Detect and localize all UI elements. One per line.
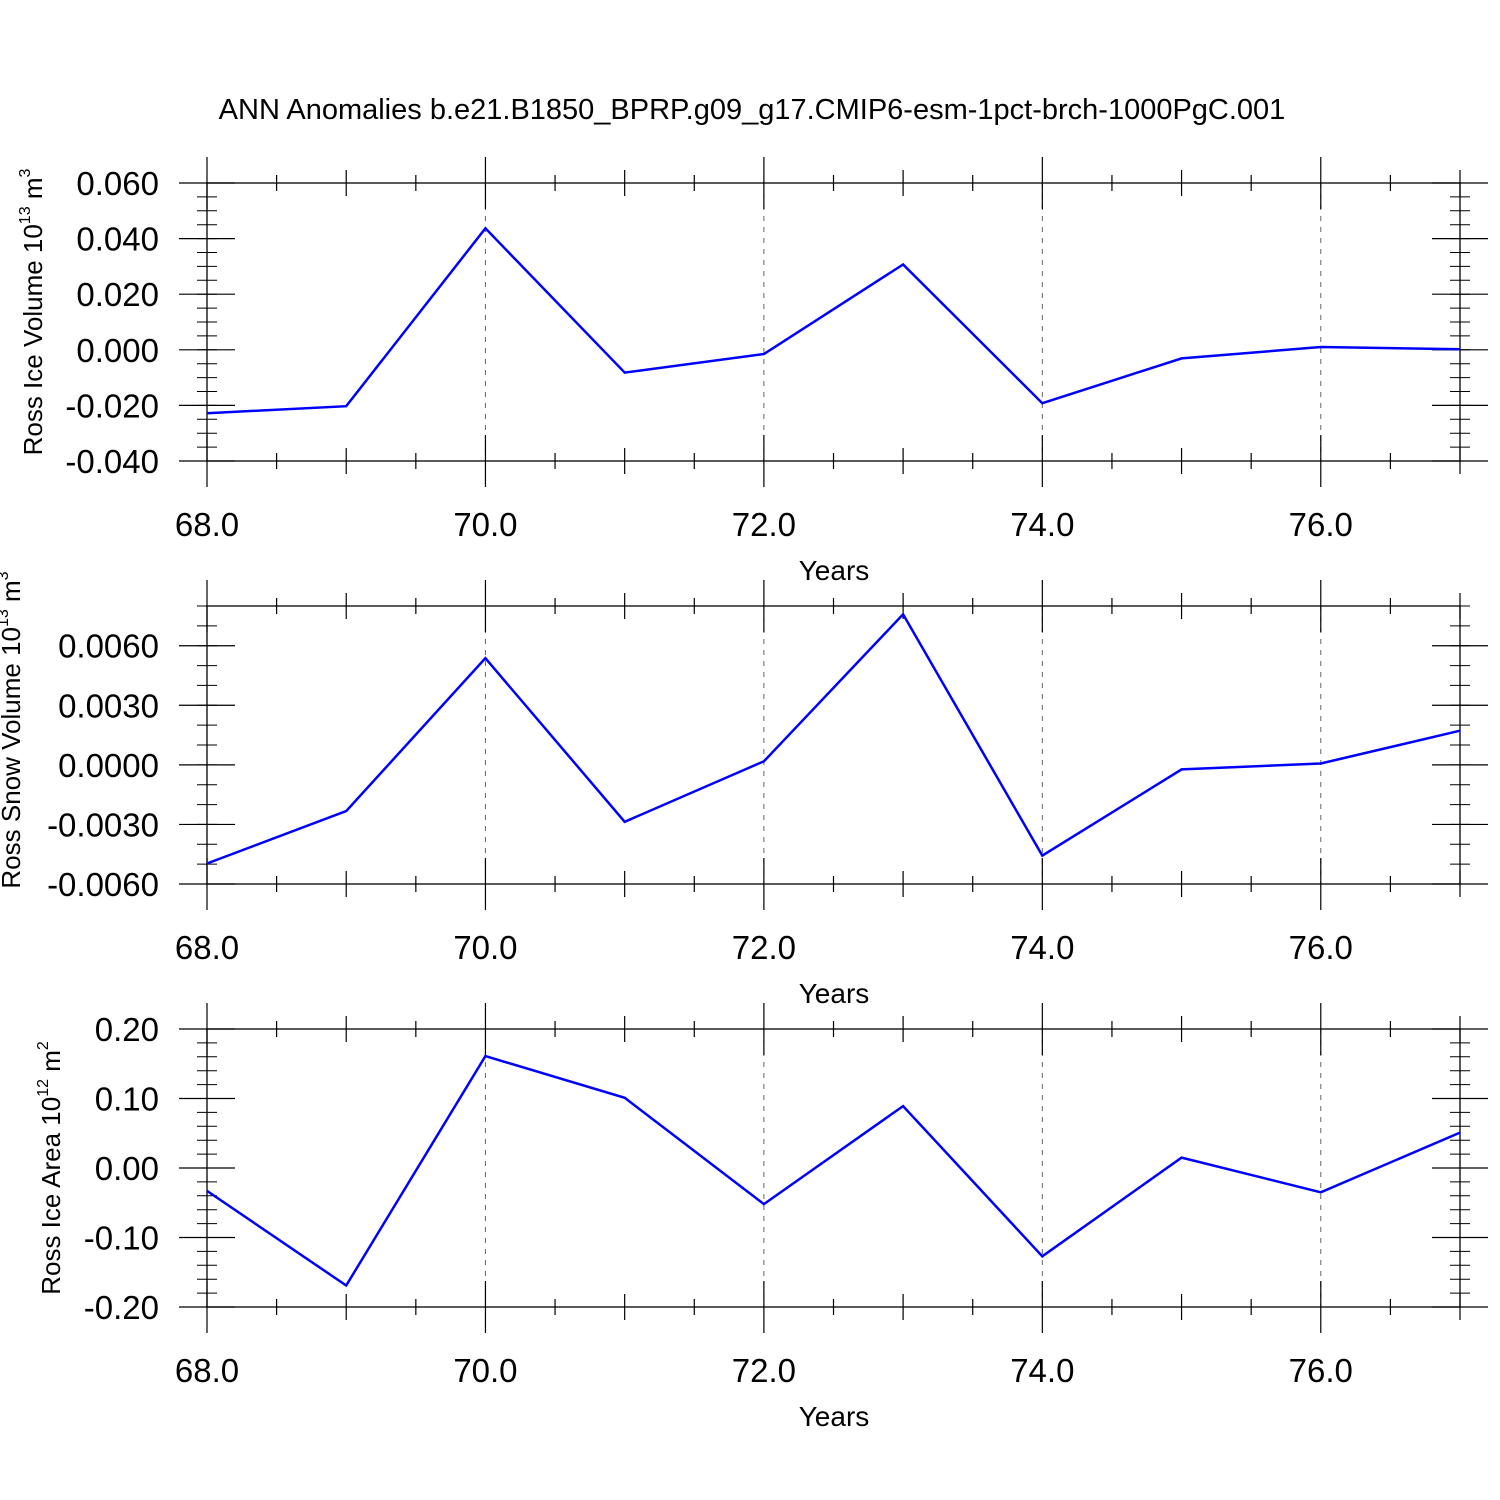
x-tick-label: 70.0 <box>453 1352 517 1389</box>
plot-frame <box>206 182 1461 462</box>
x-tick-label: 72.0 <box>732 929 796 966</box>
x-tick-label: 72.0 <box>732 1352 796 1389</box>
panel-2: 0.0060 0.0030 0.0000 -0.0030 -0.0060 68.0 70.0… <box>0 571 1488 1009</box>
y-tick-label: -0.10 <box>84 1220 159 1257</box>
plot-frame <box>206 605 1461 885</box>
x-tick-label: 74.0 <box>1010 1352 1074 1389</box>
x-tick-label: 72.0 <box>732 506 796 543</box>
y-axis-label: Ross Snow Volume 1013 m3 <box>0 571 26 888</box>
x-tick-label: 76.0 <box>1289 1352 1353 1389</box>
panel-3: 0.20 0.10 0.00 -0.10 -0.20 68.0 70.0 72.0 74.0 76… <box>35 1003 1488 1432</box>
x-tick-label: 76.0 <box>1289 506 1353 543</box>
y-tick-label: -0.20 <box>84 1289 159 1326</box>
y-tick-label: 0.0000 <box>58 747 159 784</box>
x-tick-label: 68.0 <box>175 1352 239 1389</box>
x-axis-label: Years <box>799 978 870 1009</box>
x-axis-label: Years <box>799 555 870 586</box>
series-line <box>206 226 1461 415</box>
y-axis-label: Ross Ice Volume 1013 m3 <box>17 168 48 455</box>
x-tick-label: 76.0 <box>1289 929 1353 966</box>
y-tick-label: 0.040 <box>76 221 159 258</box>
x-axis-label: Years <box>799 1401 870 1432</box>
series-line <box>206 612 1461 865</box>
x-tick-label: 70.0 <box>453 506 517 543</box>
y-axis-label: Ross Ice Area 1012 m2 <box>35 1041 66 1295</box>
y-tick-label: 0.000 <box>76 332 159 369</box>
y-tick-label: 0.060 <box>76 165 159 202</box>
x-tick-label: 68.0 <box>175 506 239 543</box>
x-tick-label: 74.0 <box>1010 506 1074 543</box>
y-tick-label: 0.20 <box>95 1011 159 1048</box>
y-tick-label: 0.0030 <box>58 687 159 724</box>
y-tick-label: 0.0060 <box>58 628 159 665</box>
x-tick-label: 68.0 <box>175 929 239 966</box>
y-tick-label: 0.00 <box>95 1150 159 1187</box>
y-tick-label: 0.020 <box>76 276 159 313</box>
panel-1: 0.060 0.040 0.020 0.000 -0.020 -0.040 68.0 70.0… <box>17 157 1488 586</box>
y-tick-label: 0.10 <box>95 1081 159 1118</box>
y-tick-label: -0.040 <box>65 443 159 480</box>
y-tick-label: -0.0030 <box>47 806 159 843</box>
x-tick-label: 74.0 <box>1010 929 1074 966</box>
chart-title: ANN Anomalies b.e21.B1850_BPRP.g09_g17.C… <box>219 94 1286 126</box>
y-tick-label: -0.020 <box>65 387 159 424</box>
x-tick-label: 70.0 <box>453 929 517 966</box>
plot-frame <box>206 1028 1461 1308</box>
y-tick-label: -0.0060 <box>47 866 159 903</box>
series-line <box>206 1054 1461 1288</box>
